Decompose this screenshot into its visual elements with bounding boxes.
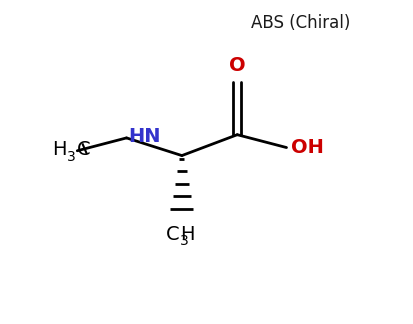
Text: H: H [180,225,195,244]
Text: ABS (Chiral): ABS (Chiral) [251,14,351,32]
Text: O: O [229,56,246,75]
Text: C: C [166,225,180,244]
Text: 3: 3 [180,234,189,248]
Text: C: C [77,140,91,159]
Text: 3: 3 [67,150,76,164]
Text: HN: HN [128,127,161,146]
Text: H: H [52,140,67,159]
Text: OH: OH [291,138,323,157]
